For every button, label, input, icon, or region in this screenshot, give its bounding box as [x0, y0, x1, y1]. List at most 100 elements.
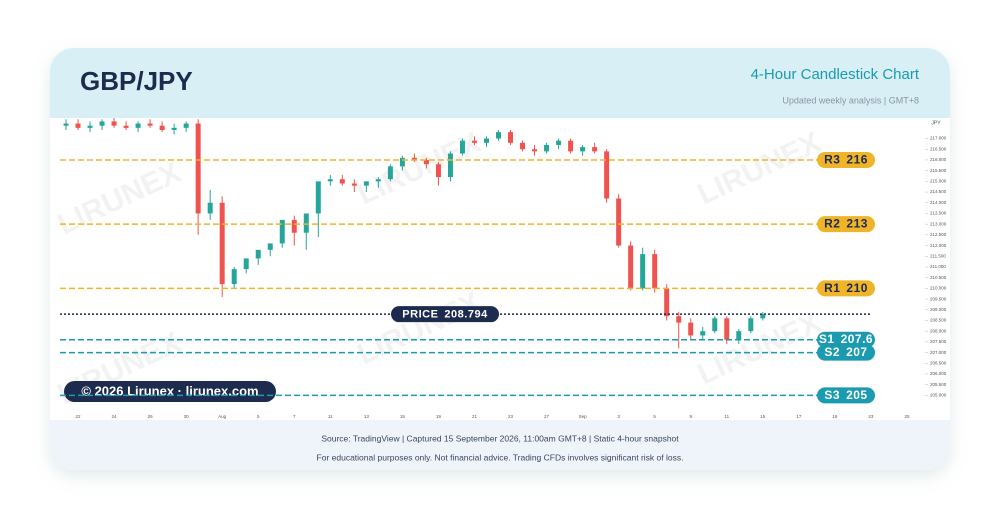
level-label: R3 216	[824, 153, 868, 167]
y-tick-label: 213.000	[930, 221, 947, 226]
y-tick-label: 217.000	[930, 136, 947, 141]
level-name: R2	[824, 217, 840, 231]
x-tick-label: 13	[364, 414, 370, 419]
x-tick-label: 25	[904, 414, 910, 419]
level-label: R2 213	[824, 217, 868, 231]
source: Source: TradingView | Captured 15 Septem…	[321, 433, 679, 443]
candle-body	[688, 322, 694, 336]
x-tick-label: 11	[328, 414, 333, 419]
candle-body	[63, 123, 69, 126]
candle-body	[736, 331, 742, 340]
y-axis-label: JPY	[931, 120, 941, 126]
candle-body	[327, 179, 333, 182]
card	[50, 48, 950, 470]
candle-body	[195, 123, 201, 214]
y-tick-label: 212.500	[930, 232, 947, 237]
x-tick-label: 26	[148, 414, 154, 419]
candle-body	[423, 159, 429, 165]
y-tick-label: 215.000	[930, 179, 947, 184]
candle-body	[303, 213, 309, 233]
level-label: S2 207	[824, 345, 867, 359]
plot	[63, 118, 766, 349]
x-tick-label: 9	[689, 414, 692, 419]
y-tick-label: 207.500	[930, 339, 947, 344]
level-pill	[817, 387, 875, 404]
candle-body	[171, 127, 177, 130]
level-name: S3	[824, 388, 840, 402]
level-pill	[817, 331, 875, 348]
candle-body	[508, 132, 514, 143]
x-tick-label: 7	[293, 414, 296, 419]
level-label: R1 210	[824, 281, 868, 295]
candle-body	[399, 157, 405, 167]
level-value: 216	[846, 153, 868, 167]
level-value: 205	[846, 388, 868, 402]
candle-body	[640, 254, 646, 289]
y-tick-label: 206.500	[930, 360, 947, 365]
candle-body	[387, 166, 393, 180]
x-tick-label: 15	[760, 414, 766, 419]
candle-body	[243, 258, 249, 270]
level-name: R3	[824, 153, 840, 167]
candle-body	[712, 318, 718, 332]
candle-body	[616, 198, 622, 246]
candle-body	[75, 123, 81, 128]
x-tick-label: 15	[400, 414, 406, 419]
candle-body	[700, 331, 706, 336]
level-name: R1	[824, 281, 840, 295]
candle-body	[676, 316, 682, 323]
disclaimer: For educational purposes only. Not finan…	[317, 452, 684, 462]
badge: © 2026 Lirunex · lirunex.com	[81, 383, 258, 398]
x-tick-label: 17	[796, 414, 802, 419]
candle-body	[748, 318, 754, 332]
candle-body	[435, 164, 441, 178]
y-tick-label: 206.000	[930, 371, 947, 376]
footer-bg	[50, 420, 950, 470]
level-pill	[817, 280, 875, 297]
x-tick-label: 19	[832, 414, 838, 419]
level-value: 207	[846, 345, 868, 359]
candle-body	[123, 125, 129, 128]
candle-body	[351, 183, 357, 186]
level-name: S2	[824, 345, 840, 359]
y-tick-label: 208.500	[930, 318, 947, 323]
level-label: S3 205	[824, 388, 867, 402]
x-tick-label: 11	[724, 414, 729, 419]
candle-body	[183, 123, 189, 128]
level-value: 213	[846, 217, 868, 231]
y-tick-label: 214.000	[930, 200, 947, 205]
candle-body	[363, 181, 369, 186]
y-tick-label: 205.000	[930, 393, 947, 398]
candle-body	[556, 140, 562, 145]
badge-bg	[64, 381, 276, 402]
x-tick-label: 19	[436, 414, 442, 419]
y-tick-label: 211.000	[930, 264, 946, 269]
x-tick-label: Sep	[579, 414, 588, 419]
y-tick-label: 216.500	[930, 146, 947, 151]
level-label: S1 207.6	[819, 332, 873, 346]
y-tick-label: 209.000	[930, 307, 947, 312]
x-tick-label: 23	[868, 414, 874, 419]
candle-body	[111, 121, 117, 126]
candle-body	[291, 219, 297, 233]
candle-body	[159, 125, 165, 130]
candle-body	[267, 243, 273, 250]
candle-body	[483, 138, 489, 143]
candle-body	[628, 245, 634, 289]
y-tick-label: 212.000	[930, 243, 947, 248]
title: GBP/JPY	[80, 66, 193, 96]
y-tick-label: 210.500	[930, 275, 947, 280]
subtitle: 4-Hour Candlestick Chart	[751, 66, 920, 83]
level-pill	[817, 151, 875, 168]
x-tick-label: Aug	[218, 414, 227, 419]
update-note: Updated weekly analysis | GMT+8	[782, 95, 919, 105]
candle-body	[87, 125, 93, 128]
y-tick-label: 211.500	[930, 253, 946, 258]
x-tick-label: 3	[617, 414, 620, 419]
y-tick-label: 208.000	[930, 328, 947, 333]
level-value: 210	[846, 281, 868, 295]
candle-body	[315, 181, 321, 214]
candle-body	[544, 144, 550, 152]
